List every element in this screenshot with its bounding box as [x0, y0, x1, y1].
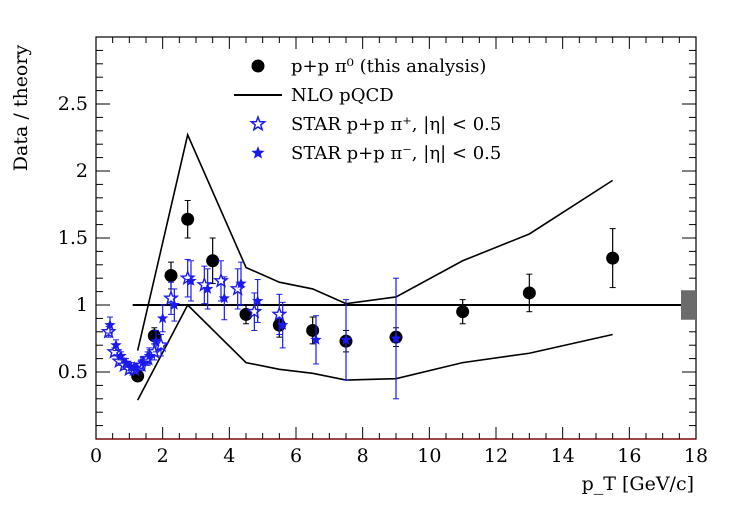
x-tick-label: 4 — [223, 445, 235, 467]
data-point — [181, 213, 194, 226]
data-point — [456, 305, 469, 318]
data-point — [206, 254, 219, 267]
legend-marker-circle — [252, 60, 265, 73]
x-tick-label: 12 — [484, 445, 508, 467]
nlo-band-line — [138, 305, 613, 400]
data-point — [523, 286, 536, 299]
x-tick-label: 16 — [617, 445, 641, 467]
data-point — [306, 324, 319, 337]
legend-label: p+p π⁰ (this analysis) — [291, 56, 486, 77]
legend-marker-open-star — [251, 117, 264, 130]
x-tick-label: 10 — [417, 445, 441, 467]
x-tick-label: 6 — [290, 445, 302, 467]
legend-label: STAR p+p π⁺, |η| < 0.5 — [291, 114, 501, 135]
y-tick-label: 1 — [76, 294, 88, 316]
data-point-star-open — [273, 308, 285, 320]
x-axis-label: p_T [GeV/c] — [582, 473, 694, 495]
x-tick-label: 18 — [684, 445, 708, 467]
y-tick-label: 2.5 — [58, 93, 88, 115]
x-tick-label: 14 — [551, 445, 575, 467]
x-tick-label: 0 — [90, 445, 102, 467]
y-tick-label: 2 — [76, 160, 88, 182]
x-tick-label: 2 — [157, 445, 169, 467]
data-point-star-open — [215, 274, 227, 286]
legend-marker-filled-star — [251, 146, 264, 159]
y-tick-label: 1.5 — [58, 227, 88, 249]
y-axis-label: Data / theory — [10, 45, 32, 172]
legend-label: NLO pQCD — [291, 85, 394, 106]
legend-label: STAR p+p π⁻, |η| < 0.5 — [291, 143, 501, 164]
data-point — [606, 252, 619, 265]
y-tick-label: 0.5 — [58, 361, 88, 383]
chart: 0 2 4 6 8 10 12 14 16 18 0.5 1 1.5 2 2.5 Data / theory… — [0, 0, 748, 506]
x-tick-label: 8 — [357, 445, 369, 467]
series-1 — [138, 135, 613, 351]
series-2 — [138, 305, 613, 400]
legend: p+p π⁰ (this analysis) NLO pQCD STAR p+p π… — [234, 56, 501, 164]
nlo-band-line — [138, 135, 613, 351]
normalization-uncertainty-box — [681, 290, 696, 319]
data-point — [165, 269, 178, 282]
